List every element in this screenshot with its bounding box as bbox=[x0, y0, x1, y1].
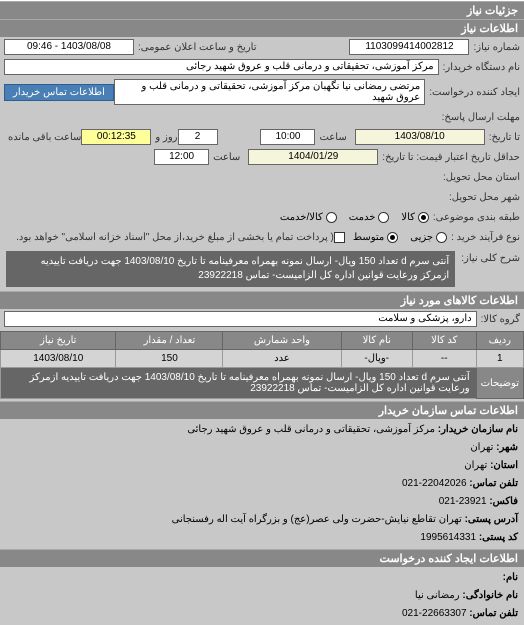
province-value: تهران bbox=[464, 460, 487, 471]
goods-info-header: اطلاعات کالاهای مورد نیاز bbox=[0, 291, 524, 309]
td-date: 1403/08/10 bbox=[1, 350, 116, 368]
creator-contact-header: اطلاعات ایجاد کننده درخواست bbox=[0, 549, 524, 567]
radio-service-circle bbox=[378, 212, 389, 223]
goods-group-label: گروه کالا: bbox=[477, 314, 520, 325]
contact-buyer-button[interactable]: اطلاعات تماس خریدار bbox=[4, 84, 114, 101]
th-name: نام کالا bbox=[341, 332, 412, 350]
fax-label: فاکس: bbox=[489, 496, 518, 507]
radio-goods-label: کالا bbox=[401, 212, 415, 223]
day-and-label: روز و bbox=[151, 132, 177, 143]
item-type-label: طبقه بندی موضوعی: bbox=[429, 212, 520, 223]
creator-phone-value: 22663307-021 bbox=[402, 608, 467, 619]
radio-goods-circle bbox=[418, 212, 429, 223]
payment-checkbox[interactable] bbox=[334, 232, 345, 243]
td-code: -- bbox=[412, 350, 476, 368]
td-qty: 150 bbox=[116, 350, 223, 368]
response-deadline-label: مهلت ارسال پاسخ: bbox=[438, 112, 520, 123]
phone-value: 22042026-021 bbox=[402, 478, 467, 489]
public-date-field: 1403/08/08 - 09:46 bbox=[4, 39, 134, 55]
validity-deadline-label: حداقل تاریخ اعتبار قیمت: تا تاریخ: bbox=[378, 152, 520, 163]
public-date-label: تاریخ و ساعت اعلان عمومی: bbox=[134, 42, 257, 53]
radio-goods[interactable]: کالا bbox=[401, 212, 429, 223]
payment-note-label: ( پرداخت تمام یا بخشی از مبلغ خرید،از مح… bbox=[12, 232, 334, 243]
desc-box: آنتی سرم d تعداد 150 ویال- ارسال نمونه ب… bbox=[6, 251, 455, 287]
delivery-city-label: شهر محل تحویل: bbox=[445, 192, 520, 203]
creator-phone-label: تلفن تماس: bbox=[469, 608, 518, 619]
td-name: -ویال- bbox=[341, 350, 412, 368]
org-name-field: مرکز آموزشی، تحقیقاتی و درمانی قلب و عرو… bbox=[4, 59, 439, 75]
td-notes: آنتی سرم d تعداد 150 ویال- ارسال نمونه ب… bbox=[1, 368, 477, 399]
until-date-label: تا تاریخ: bbox=[485, 132, 520, 143]
postal-value: 1995614331 bbox=[420, 532, 476, 543]
buyer-contact-header: اطلاعات تماس سازمان خریدار bbox=[0, 401, 524, 419]
response-time-field: 10:00 bbox=[260, 129, 315, 145]
time-label-2: ساعت bbox=[209, 152, 240, 163]
table-notes-row: توضیحات آنتی سرم d تعداد 150 ویال- ارسال… bbox=[1, 368, 524, 399]
td-idx: 1 bbox=[476, 350, 523, 368]
th-code: کد کالا bbox=[412, 332, 476, 350]
radio-goods-service-label: کالا/خدمت bbox=[280, 212, 323, 223]
th-row: ردیف bbox=[476, 332, 523, 350]
need-number-field: 1103099414002812 bbox=[349, 39, 469, 55]
goods-table: ردیف کد کالا نام کالا واحد شمارش تعداد /… bbox=[0, 331, 524, 399]
province-label: استان: bbox=[490, 460, 518, 471]
radio-medium[interactable]: متوسط bbox=[353, 232, 398, 243]
city-label: شهر: bbox=[496, 442, 518, 453]
details-header: جزئیات نیاز bbox=[0, 1, 524, 19]
fax-value: 23921-021 bbox=[439, 496, 487, 507]
need-number-label: شماره نیاز: bbox=[469, 42, 520, 53]
creator-lname-label: نام خانوادگی: bbox=[462, 590, 518, 601]
td-unit: عدد bbox=[223, 350, 341, 368]
radio-service[interactable]: خدمت bbox=[349, 212, 390, 223]
city-value: تهران bbox=[470, 442, 493, 453]
goods-group-field: دارو، پزشکی و سلامت bbox=[4, 311, 477, 327]
address-value: تهران تقاطع نیایش-حضرت ولی عصر(عج) و بزر… bbox=[172, 514, 462, 525]
th-notes: توضیحات bbox=[476, 368, 523, 399]
purchase-type-radio-group: جزیی متوسط bbox=[353, 232, 447, 243]
creator-lname-value: رمضانی نیا bbox=[415, 590, 460, 601]
response-date-field: 1403/08/10 bbox=[355, 129, 485, 145]
remaining-label: ساعت باقی مانده bbox=[4, 132, 81, 143]
creator-label: ایجاد کننده درخواست: bbox=[425, 87, 520, 98]
buyer-org-label: نام سازمان خریدار: bbox=[438, 424, 518, 435]
radio-minor-label: جزیی bbox=[410, 232, 433, 243]
need-info-header: اطلاعات نیاز bbox=[0, 19, 524, 37]
radio-minor[interactable]: جزیی bbox=[410, 232, 447, 243]
time-label-1: ساعت bbox=[315, 132, 346, 143]
org-name-label: نام دستگاه خریدار: bbox=[439, 62, 520, 73]
validity-date-field: 1404/01/29 bbox=[248, 149, 378, 165]
th-date: تاریخ نیاز bbox=[1, 332, 116, 350]
address-label: آدرس پستی: bbox=[465, 514, 518, 525]
delivery-province-label: استان محل تحویل: bbox=[439, 172, 520, 183]
creator-name-label: نام: bbox=[503, 572, 518, 583]
desc-title-label: شرح کلی نیاز: bbox=[457, 249, 520, 264]
radio-service-label: خدمت bbox=[349, 212, 376, 223]
buyer-org-value: مرکز آموزشی، تحقیقاتی و درمانی قلب و عرو… bbox=[187, 424, 435, 435]
time-left-field: 00:12:35 bbox=[81, 129, 151, 145]
purchase-type-label: نوع فرآیند خرید : bbox=[447, 232, 520, 243]
creator-field: مرتضی رمضانی نیا نگهبان مرکز آموزشی، تحق… bbox=[114, 79, 425, 105]
radio-minor-circle bbox=[436, 232, 447, 243]
radio-goods-service[interactable]: کالا/خدمت bbox=[280, 212, 337, 223]
radio-goods-service-circle bbox=[326, 212, 337, 223]
table-row: 1 -- -ویال- عدد 150 1403/08/10 bbox=[1, 350, 524, 368]
th-unit: واحد شمارش bbox=[223, 332, 341, 350]
phone-label: تلفن تماس: bbox=[469, 478, 518, 489]
radio-medium-label: متوسط bbox=[353, 232, 384, 243]
days-left-field: 2 bbox=[178, 129, 218, 145]
validity-time-field: 12:00 bbox=[154, 149, 209, 165]
th-qty: تعداد / مقدار bbox=[116, 332, 223, 350]
radio-medium-circle bbox=[387, 232, 398, 243]
buyer-contact-section: نام سازمان خریدار: مرکز آموزشی، تحقیقاتی… bbox=[0, 419, 524, 549]
postal-label: کد پستی: bbox=[479, 532, 518, 543]
item-type-radio-group: کالا خدمت کالا/خدمت bbox=[280, 212, 429, 223]
